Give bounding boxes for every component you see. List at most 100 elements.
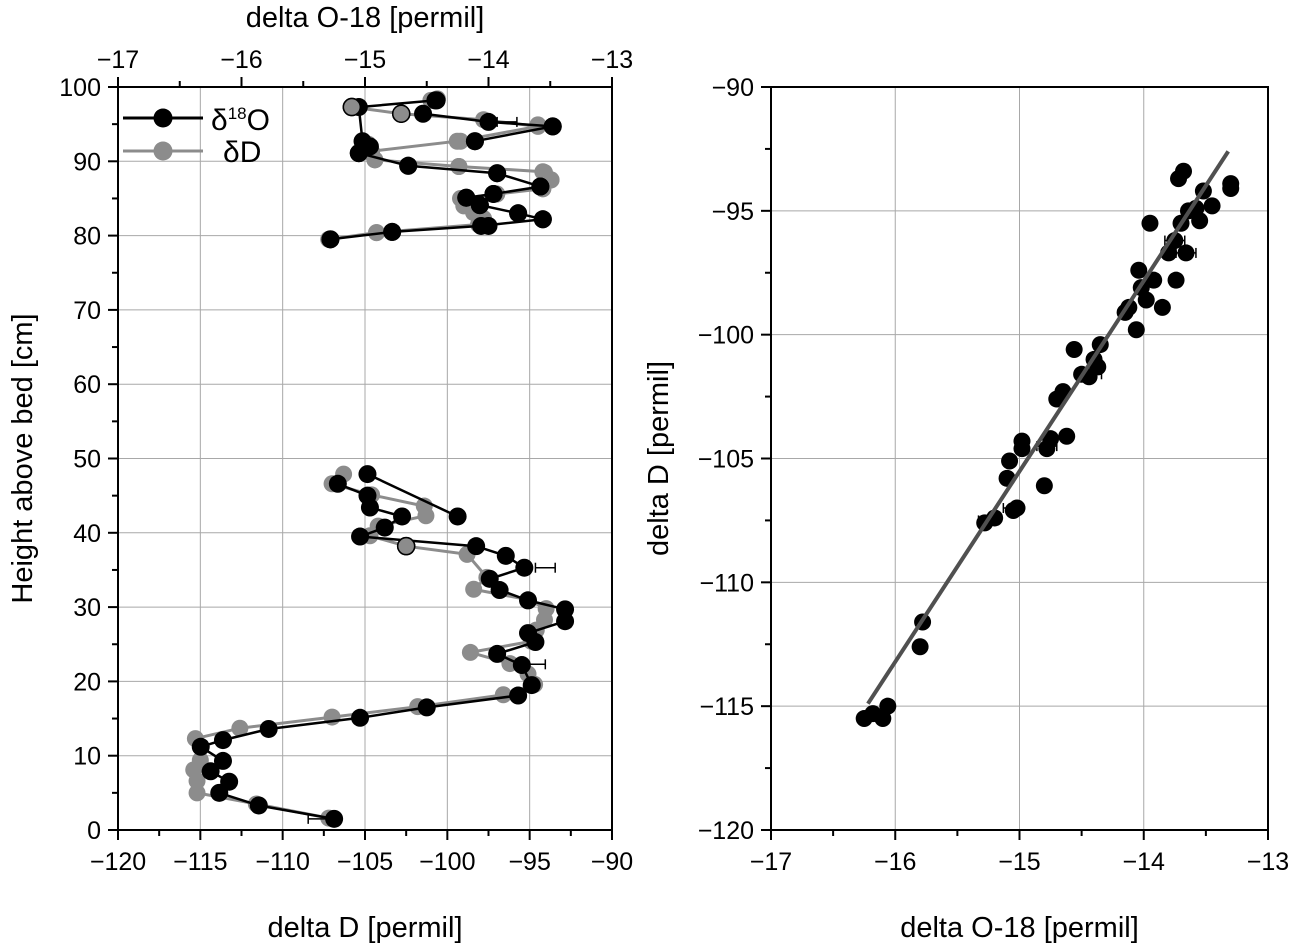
dd-point <box>461 643 479 661</box>
dd-point <box>188 772 206 790</box>
o18-point <box>375 518 394 537</box>
o18-point <box>325 809 344 828</box>
left-y-tick-label: 20 <box>73 668 101 696</box>
o18-point <box>213 751 232 770</box>
scatter-point <box>1065 341 1083 359</box>
right-y-tick-label: −115 <box>700 693 754 721</box>
o18-point <box>509 686 528 705</box>
scatter-point <box>1042 430 1060 448</box>
scatter-point <box>1175 162 1193 180</box>
o18-point <box>259 719 278 738</box>
scatter-point <box>1130 261 1148 279</box>
legend-dd-marker <box>153 141 173 161</box>
bottom-x-tick-label: −105 <box>337 848 393 876</box>
top-x-tick-label: −16 <box>220 46 262 74</box>
scatter-point <box>1013 432 1031 450</box>
o18-point <box>360 498 379 517</box>
o18-point <box>399 156 418 175</box>
top-x-tick-label: −13 <box>591 46 633 74</box>
o18-point <box>522 676 541 695</box>
right-chart-panel: −17 −16 −15 −14 −13 −120 −115 −110 −105 −100 −95 −9… <box>643 74 1289 944</box>
bottom-x-tick-label: −100 <box>419 848 475 876</box>
dd-outlined-point <box>396 536 416 556</box>
scatter-point <box>1035 477 1053 495</box>
left-y-tick-label: 40 <box>73 520 101 548</box>
scatter-point <box>1167 271 1185 289</box>
dd-point <box>231 719 249 737</box>
left-x-axis-title: delta D [permil] <box>267 912 462 944</box>
regression-line <box>866 150 1230 705</box>
dd-point <box>188 784 206 802</box>
left-y-tick-label: 80 <box>73 223 101 251</box>
o18-point <box>519 591 538 610</box>
right-y-axis-title: delta D [permil] <box>643 361 675 556</box>
o18-point <box>417 698 436 717</box>
scatter-point <box>879 697 897 715</box>
legend: δ18O δD <box>123 104 270 169</box>
bottom-x-tick-label: −120 <box>90 848 146 876</box>
o18-point <box>249 796 268 815</box>
o18-point <box>512 656 531 675</box>
o18-point <box>496 546 515 565</box>
dd-point <box>535 163 553 181</box>
o18-point <box>509 204 528 223</box>
scatter-point <box>1203 197 1221 215</box>
o18-point <box>556 612 575 631</box>
left-y-tick-label: 100 <box>59 74 101 102</box>
o18-point <box>426 91 445 110</box>
o18-series-line <box>366 472 459 518</box>
o18-point <box>213 731 232 750</box>
scatter-point <box>1153 298 1171 316</box>
o18-point <box>351 708 370 727</box>
left-y-tick-label: 70 <box>73 297 101 325</box>
dd-point <box>417 507 435 525</box>
scatter-point <box>1137 291 1155 309</box>
bottom-x-tick-label: −115 <box>173 848 227 876</box>
right-x-tick-label: −15 <box>998 848 1040 876</box>
legend-o18-label: δ18O <box>211 104 270 137</box>
right-y-tick-label: −90 <box>712 74 754 102</box>
o18-point <box>201 762 220 781</box>
o18-point <box>349 144 368 163</box>
dd-point <box>452 132 470 150</box>
top-x-tick-label: −14 <box>467 46 510 74</box>
o18-point <box>488 644 507 663</box>
top-x-tick-label: −17 <box>97 46 139 74</box>
o18-point <box>383 222 402 241</box>
scatter-point <box>1191 212 1209 230</box>
o18-point <box>526 633 545 652</box>
scatter-point <box>1008 499 1026 517</box>
dd-outlined-point <box>391 104 411 123</box>
scatter-point <box>1089 358 1107 376</box>
scatter-point <box>1058 427 1076 445</box>
left-y-tick-label: 50 <box>73 446 101 474</box>
scatter-point <box>911 638 929 656</box>
legend-o18-superscript: 18 <box>228 104 247 123</box>
bottom-x-tick-label: −110 <box>255 848 309 876</box>
left-chart-panel: −120 −115 −110 −105 −100 −95 −90 −17 −16 −15 −14 −1… <box>7 2 633 944</box>
o18-point <box>210 783 229 802</box>
legend-o18-tail: O <box>247 104 270 137</box>
left-y-axis-title: Height above bed [cm] <box>7 313 39 603</box>
o18-point <box>490 581 509 600</box>
left-y-tick-label: 90 <box>73 148 101 176</box>
legend-o18-marker <box>153 108 173 128</box>
o18-point <box>467 537 486 556</box>
left-top-axis-title: delta O-18 [permil] <box>246 2 485 34</box>
o18-point <box>414 104 433 123</box>
o18-point <box>328 474 347 493</box>
o18-point <box>488 164 507 183</box>
scatter-point <box>1145 271 1163 289</box>
left-y-tick-label: 0 <box>87 817 101 845</box>
right-x-tick-label: −17 <box>750 848 792 876</box>
o18-point <box>351 527 370 546</box>
o18-point <box>484 184 503 203</box>
o18-point <box>457 188 476 207</box>
o18-point <box>543 117 562 136</box>
o18-point <box>533 210 552 229</box>
right-x-tick-label: −14 <box>1123 848 1166 876</box>
right-y-tick-label: −110 <box>700 569 754 597</box>
top-x-tick-label: −15 <box>344 46 386 74</box>
scatter-point <box>1222 180 1240 198</box>
